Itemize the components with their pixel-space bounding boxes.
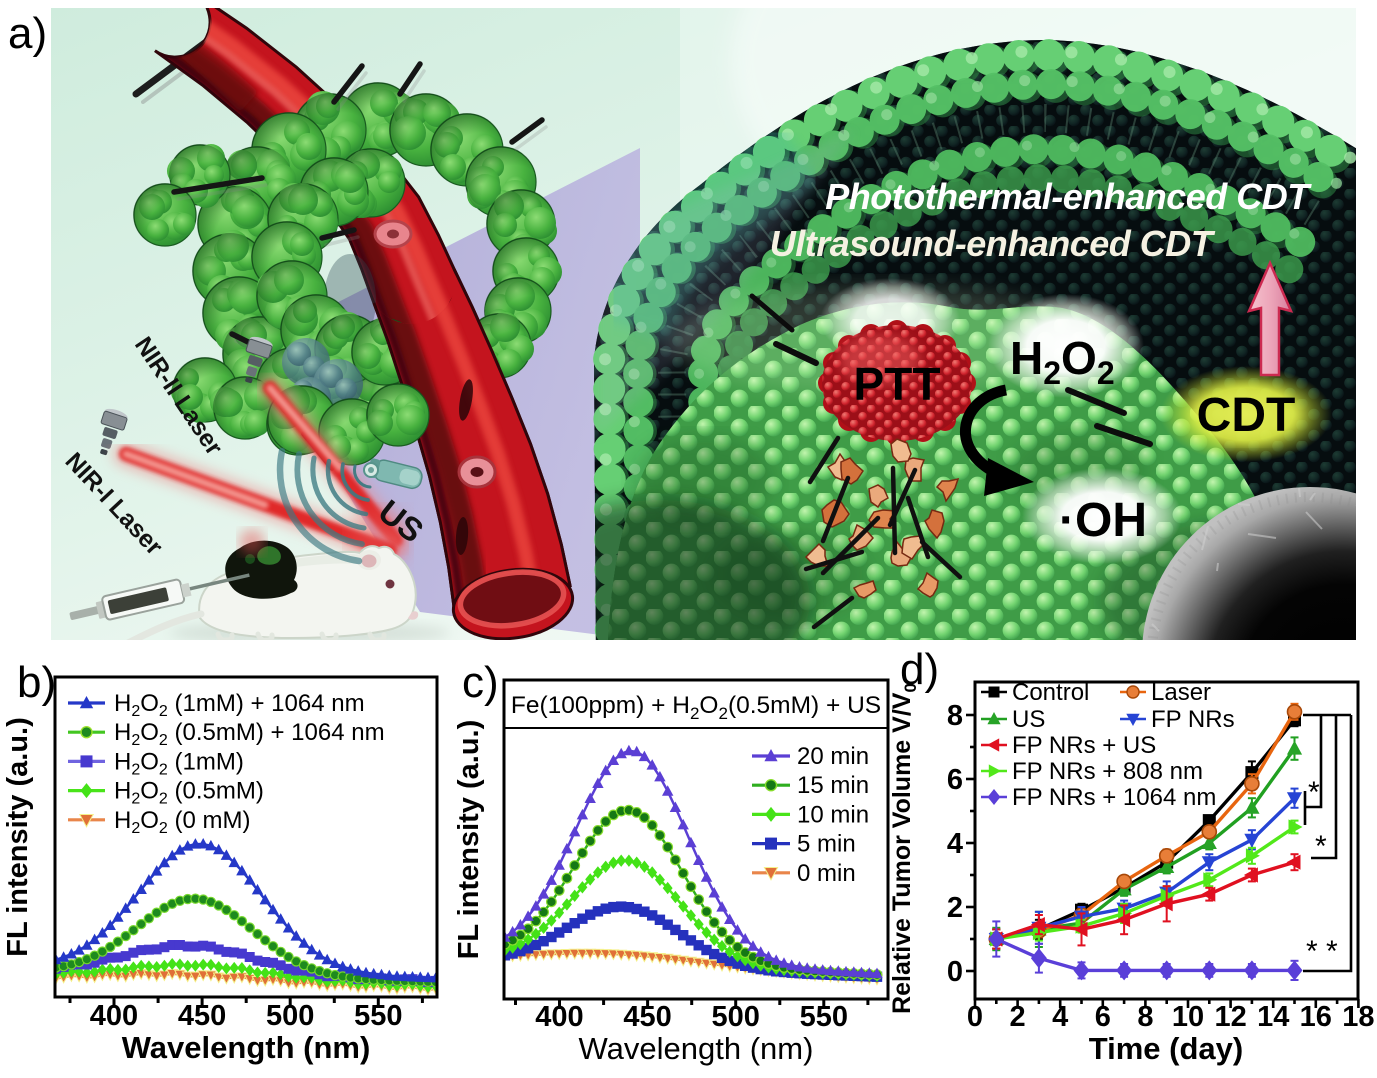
svg-text:2: 2 (1010, 1001, 1026, 1033)
svg-text:*: * (1308, 776, 1320, 809)
svg-text:Time (day): Time (day) (1089, 1031, 1243, 1066)
svg-text:5 min: 5 min (797, 831, 856, 858)
svg-text:500: 500 (712, 1001, 760, 1033)
svg-text:15 min: 15 min (797, 772, 869, 799)
svg-text:4: 4 (1052, 1001, 1068, 1033)
svg-text:FP NRs + 808 nm: FP NRs + 808 nm (1012, 758, 1203, 785)
svg-text:Relative Tumor Volume V/V0: Relative Tumor Volume V/V0 (888, 683, 920, 1014)
svg-text:FP NRs + 1064 nm: FP NRs + 1064 nm (1012, 784, 1216, 811)
svg-text:12: 12 (1214, 1001, 1246, 1033)
svg-text:18: 18 (1342, 1001, 1374, 1033)
svg-text:4: 4 (947, 828, 963, 860)
svg-text:Wavelength (nm): Wavelength (nm) (579, 1031, 814, 1066)
svg-text:Fe(100ppm) + H2O2(0.5mM) + US: Fe(100ppm) + H2O2(0.5mM) + US (511, 692, 881, 723)
svg-text:400: 400 (90, 1000, 138, 1032)
svg-text:16: 16 (1300, 1001, 1332, 1033)
svg-text:Photothermal-enhanced CDT: Photothermal-enhanced CDT (825, 176, 1312, 217)
svg-text:450: 450 (178, 1000, 226, 1032)
svg-text:b): b) (17, 658, 56, 707)
svg-text:8: 8 (947, 700, 963, 732)
svg-text:CDT: CDT (1197, 389, 1296, 442)
svg-text:Control: Control (1012, 679, 1089, 706)
svg-text:10: 10 (1172, 1001, 1204, 1033)
svg-text:Laser: Laser (1151, 679, 1211, 706)
svg-text:6: 6 (947, 764, 963, 796)
svg-text:10 min: 10 min (797, 801, 869, 828)
svg-text:FL intensity (a.u.): FL intensity (a.u.) (2, 717, 34, 957)
svg-text:6: 6 (1095, 1001, 1111, 1033)
svg-text:14: 14 (1257, 1001, 1289, 1033)
svg-text:c): c) (462, 658, 499, 707)
svg-text:0: 0 (967, 1001, 983, 1033)
svg-text:PTT: PTT (854, 358, 941, 410)
svg-text:H2O2 (0.5mM): H2O2 (0.5mM) (114, 778, 264, 808)
svg-text:FP NRs + US: FP NRs + US (1012, 732, 1156, 759)
svg-text:d): d) (900, 645, 939, 694)
svg-text:H2O2 (1mM): H2O2 (1mM) (114, 748, 244, 778)
svg-text:FP NRs: FP NRs (1151, 706, 1235, 733)
svg-text:H2O2 (0.5mM) + 1064 nm: H2O2 (0.5mM) + 1064 nm (114, 719, 385, 749)
svg-text:Ultrasound-enhanced CDT: Ultrasound-enhanced CDT (770, 223, 1216, 264)
svg-text:* *: * * (1306, 935, 1338, 968)
svg-text:450: 450 (623, 1001, 671, 1033)
svg-text:Wavelength (nm): Wavelength (nm) (122, 1030, 371, 1065)
svg-text:0 min: 0 min (797, 860, 856, 887)
svg-text:20 min: 20 min (797, 743, 869, 770)
svg-text:·OH: ·OH (1059, 494, 1147, 547)
svg-text:2: 2 (947, 892, 963, 924)
svg-text:US: US (1012, 706, 1045, 733)
svg-text:FL intensity (a.u.): FL intensity (a.u.) (453, 720, 485, 960)
svg-text:H2O2 (1mM) + 1064 nm: H2O2 (1mM) + 1064 nm (114, 690, 365, 720)
svg-text:a): a) (8, 9, 47, 58)
svg-text:400: 400 (535, 1001, 583, 1033)
svg-text:*: * (1315, 830, 1327, 863)
svg-text:550: 550 (354, 1000, 402, 1032)
svg-text:550: 550 (800, 1001, 848, 1033)
svg-text:H2O2 (0 mM): H2O2 (0 mM) (114, 807, 250, 837)
svg-text:8: 8 (1137, 1001, 1153, 1033)
svg-text:0: 0 (947, 956, 963, 988)
svg-text:500: 500 (266, 1000, 314, 1032)
